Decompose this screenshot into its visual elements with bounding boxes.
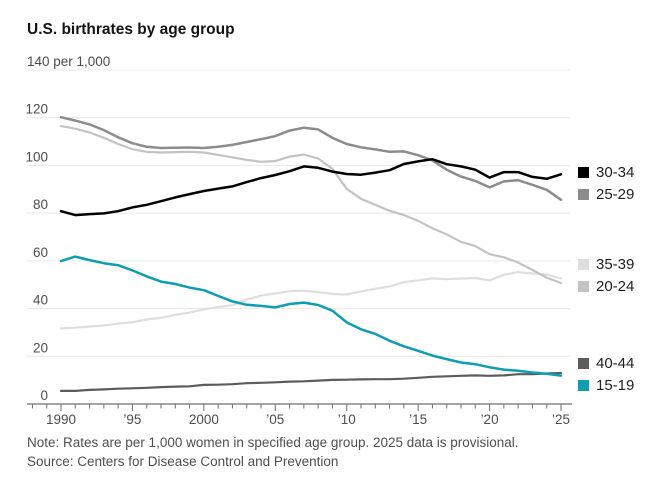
legend-label-35-39: 35-39 <box>596 256 635 273</box>
series-line-30-34 <box>59 157 563 217</box>
legend-item-35-39: 35-39 <box>578 256 635 273</box>
x-tick-label-1995: ’95 <box>123 412 141 427</box>
legend-swatch-30-34 <box>578 167 589 178</box>
legend-label-20-24: 20-24 <box>596 278 635 295</box>
x-tick-label-1990: 1990 <box>46 412 76 427</box>
legend-swatch-20-24 <box>578 281 589 292</box>
x-tick-label-2025: ’25 <box>552 412 570 427</box>
legend-item-25-29: 25-29 <box>578 186 635 203</box>
y-tick-label-100: 100 <box>25 149 48 164</box>
x-tick-label-2020: ’20 <box>481 412 499 427</box>
x-tick-label-2005: ’05 <box>266 412 284 427</box>
series-line-15-19 <box>59 255 563 377</box>
legend-label-25-29: 25-29 <box>596 186 635 203</box>
legend-item-30-34: 30-34 <box>578 164 635 181</box>
legend-label-30-34: 30-34 <box>596 164 635 181</box>
legend-swatch-15-19 <box>578 380 589 391</box>
y-axis-unit-label: 140 per 1,000 <box>27 54 110 69</box>
series-line-25-29 <box>59 115 563 202</box>
data-series-lines <box>59 115 563 392</box>
legend-item-40-44: 40-44 <box>578 355 635 372</box>
y-tick-label-0: 0 <box>40 388 48 403</box>
legend-item-20-24: 20-24 <box>578 278 635 295</box>
chart-title: U.S. birthrates by age group <box>27 21 235 38</box>
x-tick-label-2000: 2000 <box>189 412 219 427</box>
x-tick-label-2015: ’15 <box>409 412 427 427</box>
y-tick-label-40: 40 <box>33 293 48 308</box>
chart-source: Source: Centers for Disease Control and … <box>27 454 339 469</box>
legend-swatch-35-39 <box>578 259 589 270</box>
y-tick-label-80: 80 <box>33 197 48 212</box>
series-line-20-24 <box>59 124 563 285</box>
y-tick-label-120: 120 <box>25 102 48 117</box>
legend-swatch-40-44 <box>578 358 589 369</box>
series-line-35-39 <box>59 271 563 330</box>
legend-label-15-19: 15-19 <box>596 377 635 394</box>
x-axis <box>27 403 572 411</box>
series-line-40-44 <box>59 371 563 392</box>
x-tick-label-2010: ’10 <box>338 412 356 427</box>
legend-item-15-19: 15-19 <box>578 377 635 394</box>
x-axis-labels: 1990 ’95 2000 ’05 ’10 ’15 ’20 ’25 <box>46 412 570 427</box>
chart-note: Note: Rates are per 1,000 women in speci… <box>27 435 519 450</box>
y-tick-label-20: 20 <box>33 340 48 355</box>
legend-swatch-25-29 <box>578 189 589 200</box>
legend-label-40-44: 40-44 <box>596 355 635 372</box>
y-axis-labels: 0 20 40 60 80 100 120 140 per 1,000 <box>25 54 110 403</box>
gridlines <box>27 69 570 357</box>
y-tick-label-60: 60 <box>33 245 48 260</box>
